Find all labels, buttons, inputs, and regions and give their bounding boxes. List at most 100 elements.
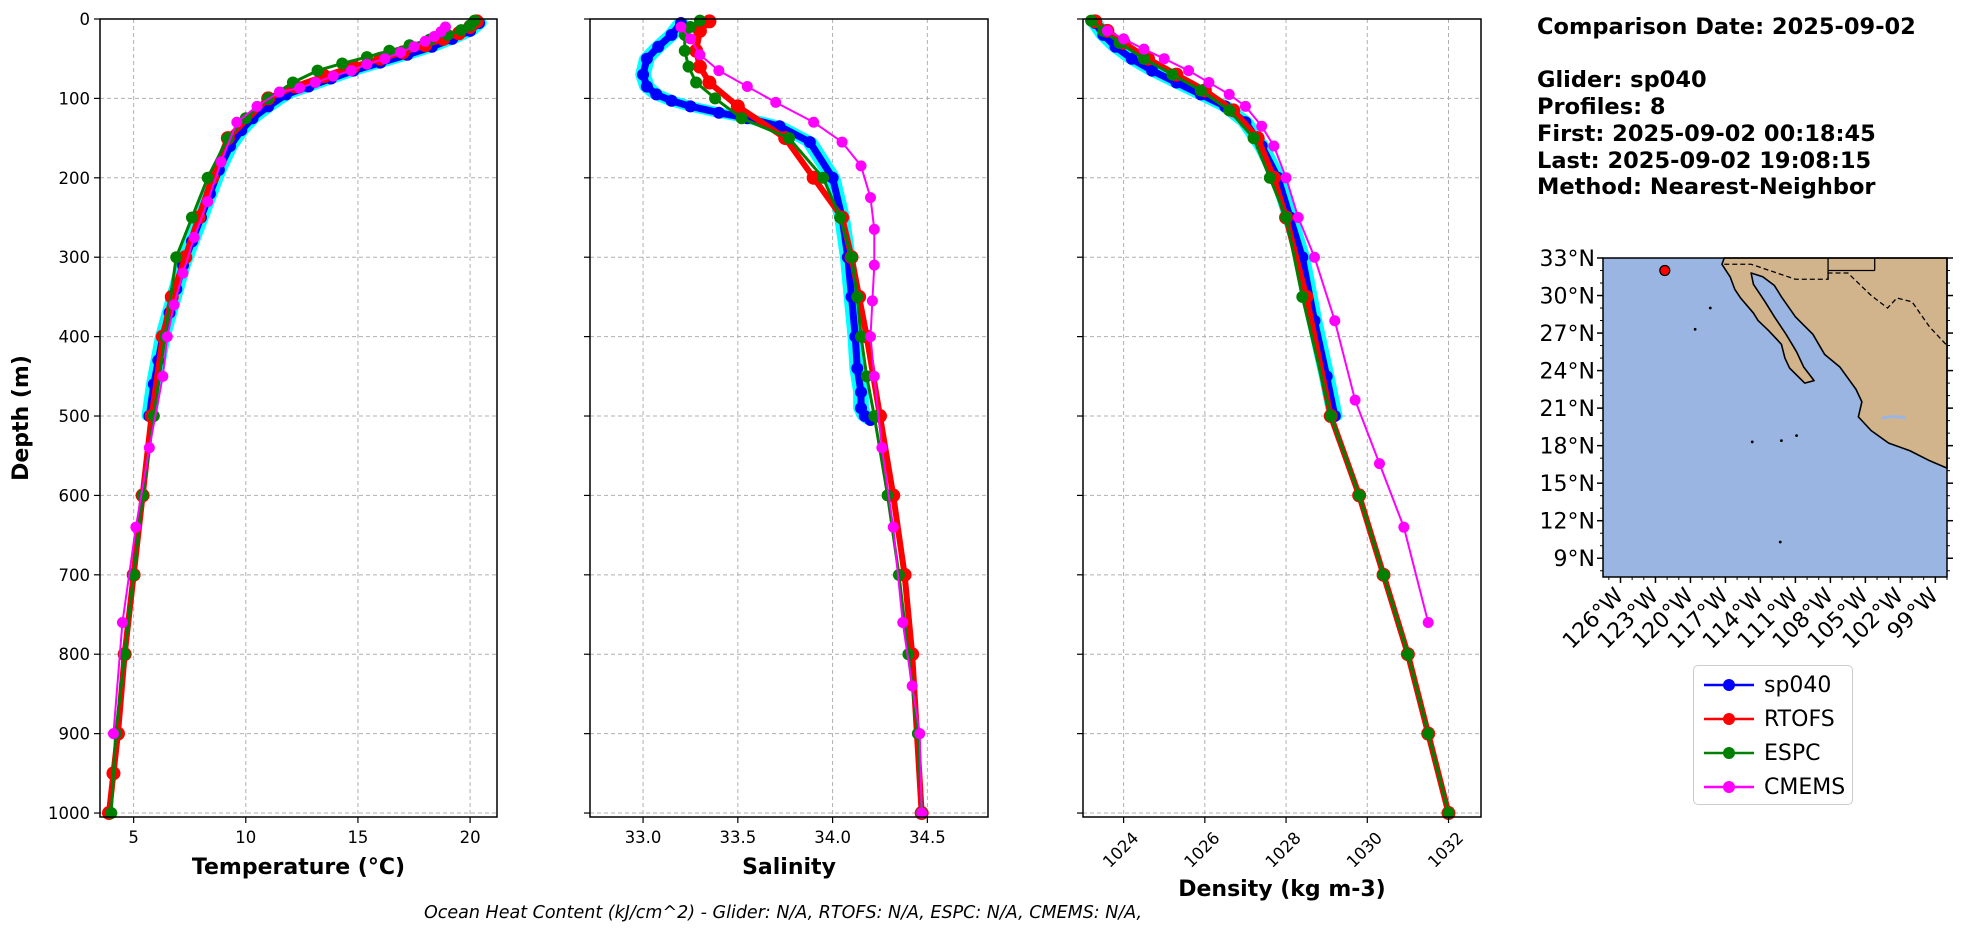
y-tick-label: 800 [59, 645, 91, 664]
data-point [251, 100, 263, 112]
data-point [127, 568, 140, 581]
data-point [851, 362, 864, 375]
lat-tick-label: 21°N [1540, 397, 1595, 422]
data-point [1442, 807, 1455, 820]
data-point [1296, 290, 1309, 303]
map-frame [1602, 257, 1948, 578]
data-point [1280, 172, 1292, 184]
data-point [702, 75, 717, 90]
data-point [327, 70, 339, 82]
last-time: Last: 2025-09-02 19:08:15 [1537, 147, 1872, 174]
legend-label: sp040 [1764, 673, 1832, 698]
data-point [188, 231, 200, 243]
panel-2: 33.0 33.5 34.0 34.5 Salinity [584, 14, 989, 880]
legend-item-sp040: sp040 [1694, 668, 1852, 702]
data-point [864, 192, 876, 204]
y-tick-label: 700 [59, 566, 91, 585]
series-rtofs [1088, 14, 1456, 821]
data-point [783, 132, 795, 145]
data-point [692, 59, 707, 74]
data-point [770, 96, 782, 108]
profile-panels: 0 100 200 300 400 500 600 700 800 900 1000 5 10 15 20 T… [9, 10, 1482, 902]
data-point [665, 94, 678, 107]
data-point [806, 170, 821, 185]
data-point [1292, 212, 1304, 224]
data-point [702, 14, 717, 29]
country-border [1724, 263, 1948, 347]
data-point [881, 489, 894, 502]
lat-tick-label: 18°N [1540, 435, 1595, 460]
data-point [464, 19, 477, 32]
legend: sp040 RTOFS ESPC CMEMS [1693, 665, 1853, 805]
data-point [1398, 521, 1410, 533]
data-point [1101, 25, 1113, 37]
data-point [231, 116, 243, 128]
data-point [311, 64, 324, 77]
data-point [741, 80, 753, 92]
ohc-footer: Ocean Heat Content (kJ/cm^2) - Glider: N… [424, 903, 1143, 923]
data-point [682, 60, 695, 73]
profiles-count: Profiles: 8 [1537, 94, 1666, 121]
x-axis-label: Temperature (°C) [192, 855, 405, 880]
x-tick-label: 15 [347, 828, 368, 847]
data-point [868, 370, 880, 382]
data-point [345, 65, 357, 77]
y-tick-label: 600 [59, 486, 91, 505]
data-point [1268, 140, 1280, 152]
data-point [826, 171, 839, 184]
data-point [694, 49, 706, 61]
data-point [693, 14, 706, 27]
x-tick-label: 34.0 [814, 828, 851, 847]
data-point [107, 728, 119, 740]
data-point [1166, 68, 1179, 81]
data-point [1194, 84, 1207, 97]
series-cmems [107, 21, 451, 740]
first-time: First: 2025-09-02 00:18:45 [1537, 120, 1876, 147]
y-tick-label: 400 [59, 328, 91, 347]
lake [1881, 415, 1907, 420]
glider-name: Glider: sp040 [1537, 67, 1707, 94]
data-point [735, 112, 748, 125]
data-point [1146, 64, 1159, 77]
data-point [690, 76, 703, 89]
x-tick-label: 1026 [1180, 828, 1223, 871]
legend-swatch-icon [1704, 781, 1754, 793]
data-point [1377, 568, 1390, 581]
data-point [118, 648, 131, 661]
x-tick-label: 10 [235, 828, 256, 847]
data-point [294, 82, 306, 94]
lat-tick-label: 9°N [1554, 547, 1595, 572]
data-point [1324, 410, 1337, 423]
data-point [273, 86, 285, 98]
data-point [157, 370, 169, 382]
series-espc [1085, 14, 1455, 820]
data-point [168, 299, 180, 311]
x-tick-label: 1032 [1424, 828, 1467, 871]
series-cmems [675, 21, 928, 819]
y-tick-label: 200 [59, 169, 91, 188]
data-point [868, 259, 880, 271]
data-point [855, 330, 868, 343]
data-point [914, 728, 926, 740]
data-point [177, 267, 189, 279]
x-tick-label: 1028 [1262, 828, 1305, 871]
data-point [684, 33, 696, 45]
data-point [239, 112, 252, 125]
lat-tick-label: 33°N [1540, 247, 1595, 272]
data-point [185, 211, 198, 224]
lat-tick-label: 27°N [1540, 322, 1595, 347]
data-point [709, 92, 722, 105]
data-point [868, 223, 880, 235]
data-point [1373, 458, 1385, 470]
data-point [428, 30, 440, 42]
data-point [640, 52, 653, 65]
data-point [817, 171, 830, 184]
panel-1: 0 100 200 300 400 500 600 700 800 900 1000 5 10 15 20 T… [9, 10, 498, 880]
data-point [1085, 14, 1098, 27]
island [1693, 327, 1697, 331]
data-point [1125, 52, 1138, 65]
data-point [170, 251, 183, 264]
data-point [1223, 104, 1236, 117]
data-point [866, 295, 878, 307]
data-point [136, 489, 149, 502]
